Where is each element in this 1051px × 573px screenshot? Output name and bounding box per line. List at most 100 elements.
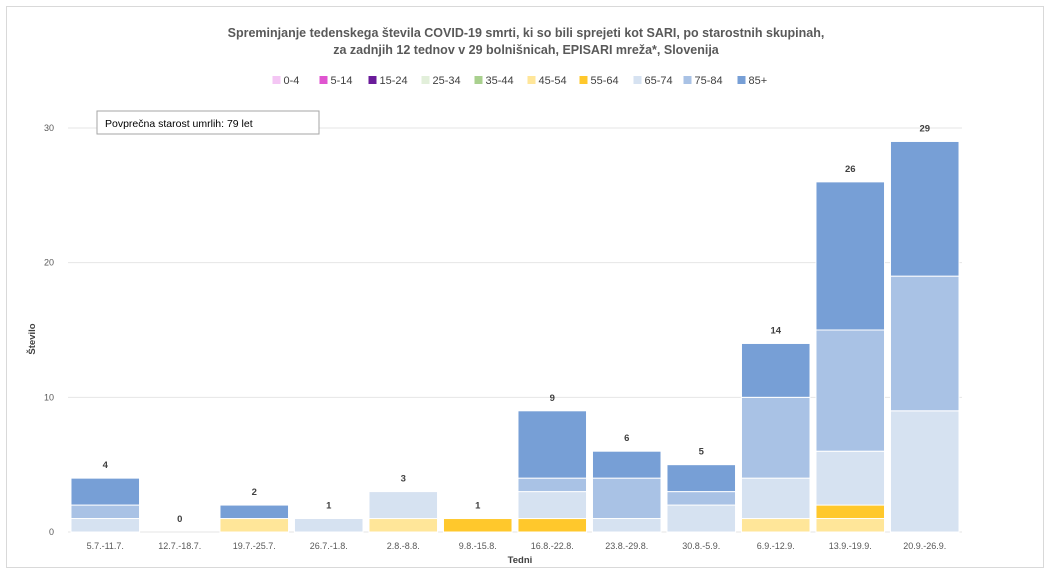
bar-total-label: 5 xyxy=(699,447,705,458)
bar-stack xyxy=(293,518,364,533)
y-axis-title: Število xyxy=(26,323,38,354)
legend-swatch xyxy=(633,76,642,84)
x-tick-label: 2.8.-8.8. xyxy=(387,541,420,551)
legend-swatch xyxy=(579,76,588,84)
bar-segment-75-84 xyxy=(517,477,588,493)
x-tick-label: 5.7.-11.7. xyxy=(87,541,124,551)
legend-item-55-64: 55-64 xyxy=(579,75,619,87)
stacked-bar-chart: Spreminjanje tedenskega števila COVID-19… xyxy=(26,26,962,566)
bar-segment-75-84 xyxy=(740,396,811,479)
legend-swatch xyxy=(319,76,328,84)
bar-segment-65-74 xyxy=(740,477,811,520)
x-tick-label: 19.7.-25.7. xyxy=(233,541,276,551)
legend-item-25-34: 25-34 xyxy=(421,75,461,87)
bar-segment-55-64 xyxy=(517,518,588,533)
x-tick-label: 12.7.-18.7. xyxy=(158,541,201,551)
bar-stack xyxy=(591,450,662,533)
legend-item-35-44: 35-44 xyxy=(474,75,514,87)
y-tick-label: 0 xyxy=(49,527,54,537)
bar-total-labels: 4 0 2 1 3 1 9 6 5 14 26 29 xyxy=(103,123,930,525)
legend-swatch xyxy=(474,76,483,84)
bars xyxy=(70,140,960,533)
x-tick-label: 9.8.-15.8. xyxy=(459,541,497,551)
bar-segment-85+ xyxy=(815,181,886,331)
bar-stack xyxy=(815,181,886,533)
legend-label: 35-44 xyxy=(486,75,514,87)
legend-swatch xyxy=(421,76,430,84)
legend-item-85+: 85+ xyxy=(737,75,768,87)
x-axis-title: Tedni xyxy=(508,555,533,566)
x-tick-label: 6.9.-12.9. xyxy=(757,541,795,551)
bar-stack xyxy=(368,491,439,533)
y-tick-label: 30 xyxy=(44,123,54,133)
bar-total-label: 2 xyxy=(252,487,257,498)
legend-item-15-24: 15-24 xyxy=(368,75,408,87)
legend-item-65-74: 65-74 xyxy=(633,75,673,87)
bar-segment-85+ xyxy=(219,504,290,520)
x-tick-label: 16.8.-22.8. xyxy=(531,541,574,551)
chart-title-line-2: za zadnjih 12 tednov v 29 bolnišnicah, E… xyxy=(333,43,720,57)
legend-label: 65-74 xyxy=(645,75,673,87)
bar-stack xyxy=(70,477,141,533)
x-tick-label: 23.8.-29.8. xyxy=(605,541,648,551)
bar-segment-75-84 xyxy=(889,275,960,412)
bar-segment-45-54 xyxy=(815,518,886,533)
bar-segment-75-84 xyxy=(70,504,141,520)
annotation-text: Povprečna starost umrlih: 79 let xyxy=(105,118,253,130)
y-axis-ticks: 0 10 20 30 xyxy=(44,123,54,537)
legend-swatch xyxy=(683,76,692,84)
bar-stack xyxy=(666,464,737,533)
bar-total-label: 29 xyxy=(919,123,930,134)
y-tick-label: 10 xyxy=(44,392,54,402)
legend-swatch xyxy=(737,76,746,84)
bar-segment-55-64 xyxy=(442,518,513,533)
bar-segment-45-54 xyxy=(740,518,811,533)
y-tick-label: 20 xyxy=(44,258,54,268)
legend-label: 85+ xyxy=(749,75,768,87)
bar-total-label: 4 xyxy=(103,460,109,471)
bar-segment-85+ xyxy=(70,477,141,506)
bar-stack xyxy=(219,504,290,533)
bar-total-label: 9 xyxy=(550,393,555,404)
bar-stack xyxy=(740,342,811,533)
legend-swatch xyxy=(368,76,377,84)
x-tick-label: 26.7.-1.8. xyxy=(310,541,348,551)
legend-label: 15-24 xyxy=(380,75,408,87)
bar-segment-75-84 xyxy=(666,491,737,506)
legend-item-0-4: 0-4 xyxy=(272,75,300,87)
bar-total-label: 1 xyxy=(475,501,481,512)
bar-total-label: 26 xyxy=(845,164,856,175)
legend-swatch xyxy=(272,76,281,84)
bar-segment-85+ xyxy=(517,410,588,479)
bar-stack xyxy=(517,410,588,533)
legend-label: 0-4 xyxy=(284,75,300,87)
annotation-frame xyxy=(96,110,320,135)
bar-segment-65-74 xyxy=(517,491,588,520)
bar-segment-65-74 xyxy=(368,491,439,520)
legend-item-45-54: 45-54 xyxy=(527,75,567,87)
x-tick-label: 13.9.-19.9. xyxy=(829,541,872,551)
bar-total-label: 3 xyxy=(401,474,406,485)
x-tick-label: 20.9.-26.9. xyxy=(903,541,946,551)
bar-total-label: 1 xyxy=(326,501,332,512)
bar-segment-65-74 xyxy=(70,518,141,533)
chart-frame: Spreminjanje tedenskega števila COVID-19… xyxy=(6,6,1044,568)
bar-segment-75-84 xyxy=(591,477,662,520)
legend-label: 45-54 xyxy=(539,75,567,87)
bar-total-label: 0 xyxy=(177,514,182,525)
legend-label: 55-64 xyxy=(591,75,619,87)
legend-item-5-14: 5-14 xyxy=(319,75,353,87)
legend-swatch xyxy=(527,76,536,84)
legend-label: 5-14 xyxy=(331,75,353,87)
legend-label: 75-84 xyxy=(695,75,723,87)
bar-segment-75-84 xyxy=(815,329,886,452)
legend-label: 25-34 xyxy=(433,75,461,87)
bar-segment-65-74 xyxy=(591,518,662,533)
annotation-box: Povprečna starost umrlih: 79 let xyxy=(96,110,320,135)
bar-segment-65-74 xyxy=(889,410,960,533)
bar-segment-85+ xyxy=(889,140,960,277)
legend-item-75-84: 75-84 xyxy=(683,75,723,87)
bar-segment-85+ xyxy=(591,450,662,479)
legend: 0-4 5-14 15-24 25-34 35-44 45-54 55-64 65-74 75-… xyxy=(272,75,768,87)
bar-segment-65-74 xyxy=(815,450,886,506)
